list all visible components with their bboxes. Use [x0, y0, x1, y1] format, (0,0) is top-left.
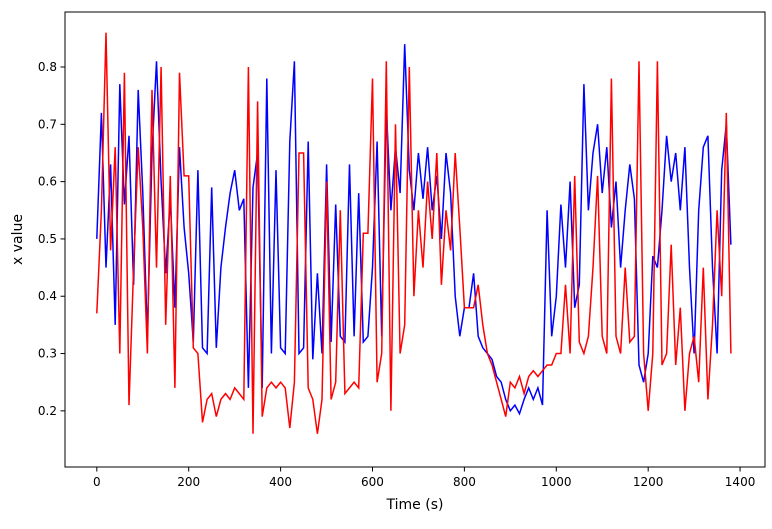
y-tick-label: 0.4 [38, 289, 57, 303]
x-tick-label: 0 [93, 475, 101, 489]
y-axis-label: x value [10, 214, 26, 265]
blue-series-line [96, 44, 732, 416]
x-tick-label: 1200 [633, 475, 664, 489]
y-tick-label: 0.6 [38, 175, 57, 189]
x-tick-label: 600 [361, 475, 384, 489]
y-tick-label: 0.8 [38, 60, 57, 74]
x-tick-label: 200 [177, 475, 200, 489]
plot-area-border [64, 11, 766, 468]
x-tick-label: 1000 [541, 475, 572, 489]
y-tick-label: 0.2 [38, 404, 57, 418]
x-axis-label: Time (s) [386, 497, 444, 513]
y-tick-label: 0.3 [38, 347, 57, 361]
x-tick-label: 800 [453, 475, 476, 489]
y-tick-label: 0.5 [38, 232, 57, 246]
red-series-line [96, 32, 732, 434]
y-tick-label: 0.7 [38, 117, 57, 131]
x-tick-label: 1400 [725, 475, 756, 489]
x-tick-label: 400 [269, 475, 292, 489]
